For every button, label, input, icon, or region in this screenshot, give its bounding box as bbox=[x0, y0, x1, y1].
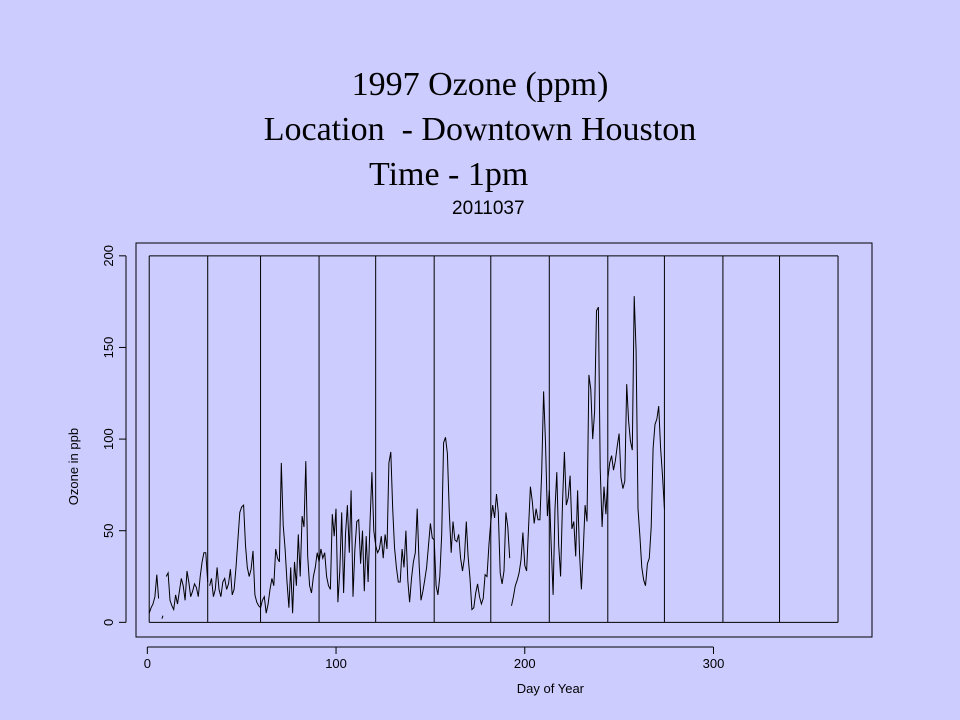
x-axis-label: Day of Year bbox=[517, 681, 585, 696]
ozone-series bbox=[148, 296, 665, 619]
y-tick-label: 100 bbox=[101, 428, 116, 450]
x-tick-label: 300 bbox=[703, 656, 725, 671]
y-tick-label: 150 bbox=[101, 337, 116, 359]
series-point bbox=[161, 615, 164, 619]
y-axis-label: Ozone in ppb bbox=[66, 428, 81, 505]
station-id: 2011037 bbox=[452, 198, 525, 219]
slide-title: 1997 Ozone (ppm) Location - Downtown Hou… bbox=[0, 62, 960, 197]
y-tick-label: 0 bbox=[101, 619, 116, 626]
series-line bbox=[511, 296, 665, 606]
month-boundary-lines bbox=[148, 255, 839, 623]
series-line bbox=[209, 437, 511, 614]
x-axis: 0 100 200 300 bbox=[144, 646, 725, 671]
y-tick-label: 50 bbox=[101, 523, 116, 537]
x-tick-label: 0 bbox=[144, 656, 151, 671]
x-tick-label: 100 bbox=[325, 656, 347, 671]
x-tick-label: 200 bbox=[514, 656, 536, 671]
title-line-1: 1997 Ozone (ppm) bbox=[351, 66, 609, 103]
y-axis: 0 50 100 150 200 bbox=[101, 245, 127, 626]
title-line-2: Location - Downtown Houston bbox=[263, 111, 697, 148]
series-line bbox=[148, 574, 160, 614]
y-tick-label: 200 bbox=[101, 245, 116, 267]
title-line-3: Time - 1pm bbox=[369, 156, 529, 193]
series-line bbox=[165, 552, 209, 612]
plot-frame bbox=[135, 242, 873, 638]
